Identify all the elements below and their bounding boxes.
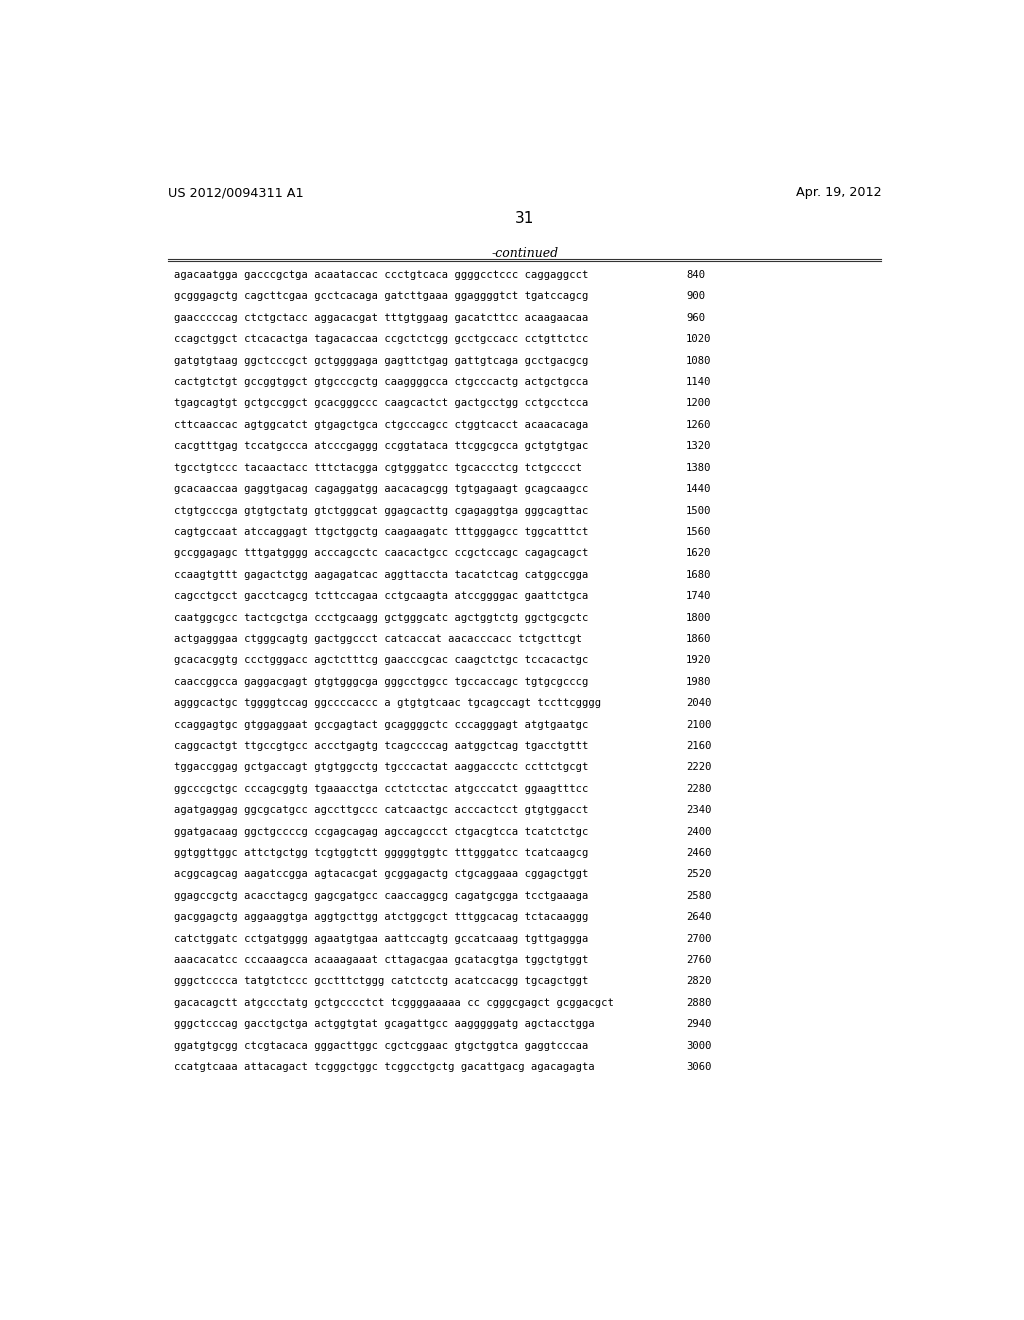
Text: ccaagtgttt gagactctgg aagagatcac aggttaccta tacatctcag catggccgga: ccaagtgttt gagactctgg aagagatcac aggttac… (174, 570, 589, 579)
Text: cagcctgcct gacctcagcg tcttccagaa cctgcaagta atccggggac gaattctgca: cagcctgcct gacctcagcg tcttccagaa cctgcaa… (174, 591, 589, 601)
Text: gacacagctt atgccctatg gctgcccctct tcggggaaaaa cc cgggcgagct gcggacgct: gacacagctt atgccctatg gctgcccctct tcgggg… (174, 998, 614, 1008)
Text: catctggatc cctgatgggg agaatgtgaa aattccagtg gccatcaaag tgttgaggga: catctggatc cctgatgggg agaatgtgaa aattcca… (174, 933, 589, 944)
Text: 1440: 1440 (686, 484, 712, 494)
Text: 1920: 1920 (686, 655, 712, 665)
Text: gggctcccag gacctgctga actggtgtat gcagattgcc aagggggatg agctacctgga: gggctcccag gacctgctga actggtgtat gcagatt… (174, 1019, 595, 1030)
Text: agacaatgga gacccgctga acaataccac ccctgtcaca ggggcctccc caggaggcct: agacaatgga gacccgctga acaataccac ccctgtc… (174, 271, 589, 280)
Text: 1140: 1140 (686, 378, 712, 387)
Text: ggtggttggc attctgctgg tcgtggtctt gggggtggtc tttgggatcc tcatcaagcg: ggtggttggc attctgctgg tcgtggtctt gggggtg… (174, 847, 589, 858)
Text: ggcccgctgc cccagcggtg tgaaacctga cctctcctac atgcccatct ggaagtttcc: ggcccgctgc cccagcggtg tgaaacctga cctctcc… (174, 784, 589, 793)
Text: 1200: 1200 (686, 399, 712, 408)
Text: gatgtgtaag ggctcccgct gctggggaga gagttctgag gattgtcaga gcctgacgcg: gatgtgtaag ggctcccgct gctggggaga gagttct… (174, 355, 589, 366)
Text: ccagctggct ctcacactga tagacaccaa ccgctctcgg gcctgccacc cctgttctcc: ccagctggct ctcacactga tagacaccaa ccgctct… (174, 334, 589, 345)
Text: agatgaggag ggcgcatgcc agccttgccc catcaactgc acccactcct gtgtggacct: agatgaggag ggcgcatgcc agccttgccc catcaac… (174, 805, 589, 816)
Text: 1560: 1560 (686, 527, 712, 537)
Text: 2160: 2160 (686, 741, 712, 751)
Text: 3000: 3000 (686, 1040, 712, 1051)
Text: 31: 31 (515, 211, 535, 226)
Text: cttcaaccac agtggcatct gtgagctgca ctgcccagcc ctggtcacct acaacacaga: cttcaaccac agtggcatct gtgagctgca ctgccca… (174, 420, 589, 430)
Text: 2700: 2700 (686, 933, 712, 944)
Text: 2340: 2340 (686, 805, 712, 816)
Text: aaacacatcc cccaaagcca acaaagaaat cttagacgaa gcatacgtga tggctgtggt: aaacacatcc cccaaagcca acaaagaaat cttagac… (174, 956, 589, 965)
Text: caggcactgt ttgccgtgcc accctgagtg tcagccccag aatggctcag tgacctgttt: caggcactgt ttgccgtgcc accctgagtg tcagccc… (174, 741, 589, 751)
Text: 2100: 2100 (686, 719, 712, 730)
Text: 2400: 2400 (686, 826, 712, 837)
Text: gcacacggtg ccctgggacc agctctttcg gaacccgcac caagctctgc tccacactgc: gcacacggtg ccctgggacc agctctttcg gaacccg… (174, 655, 589, 665)
Text: cactgtctgt gccggtggct gtgcccgctg caaggggcca ctgcccactg actgctgcca: cactgtctgt gccggtggct gtgcccgctg caagggg… (174, 378, 589, 387)
Text: 1260: 1260 (686, 420, 712, 430)
Text: gcacaaccaa gaggtgacag cagaggatgg aacacagcgg tgtgagaagt gcagcaagcc: gcacaaccaa gaggtgacag cagaggatgg aacacag… (174, 484, 589, 494)
Text: 1800: 1800 (686, 612, 712, 623)
Text: 1680: 1680 (686, 570, 712, 579)
Text: ctgtgcccga gtgtgctatg gtctgggcat ggagcacttg cgagaggtga gggcagttac: ctgtgcccga gtgtgctatg gtctgggcat ggagcac… (174, 506, 589, 516)
Text: gggctcccca tatgtctccc gcctttctggg catctcctg acatccacgg tgcagctggt: gggctcccca tatgtctccc gcctttctggg catctc… (174, 977, 589, 986)
Text: ggagccgctg acacctagcg gagcgatgcc caaccaggcg cagatgcgga tcctgaaaga: ggagccgctg acacctagcg gagcgatgcc caaccag… (174, 891, 589, 900)
Text: US 2012/0094311 A1: US 2012/0094311 A1 (168, 186, 304, 199)
Text: 2820: 2820 (686, 977, 712, 986)
Text: 1620: 1620 (686, 548, 712, 558)
Text: cacgtttgag tccatgccca atcccgaggg ccggtataca ttcggcgcca gctgtgtgac: cacgtttgag tccatgccca atcccgaggg ccggtat… (174, 441, 589, 451)
Text: agggcactgc tggggtccag ggccccaccc a gtgtgtcaac tgcagccagt tccttcgggg: agggcactgc tggggtccag ggccccaccc a gtgtg… (174, 698, 602, 708)
Text: 2220: 2220 (686, 763, 712, 772)
Text: 1380: 1380 (686, 463, 712, 473)
Text: ggatgtgcgg ctcgtacaca gggacttggc cgctcggaac gtgctggtca gaggtcccaa: ggatgtgcgg ctcgtacaca gggacttggc cgctcgg… (174, 1040, 589, 1051)
Text: 1740: 1740 (686, 591, 712, 601)
Text: 1020: 1020 (686, 334, 712, 345)
Text: actgagggaa ctgggcagtg gactggccct catcaccat aacacccacc tctgcttcgt: actgagggaa ctgggcagtg gactggccct catcacc… (174, 634, 583, 644)
Text: acggcagcag aagatccgga agtacacgat gcggagactg ctgcaggaaa cggagctggt: acggcagcag aagatccgga agtacacgat gcggaga… (174, 870, 589, 879)
Text: 3060: 3060 (686, 1063, 712, 1072)
Text: 2460: 2460 (686, 847, 712, 858)
Text: 2520: 2520 (686, 870, 712, 879)
Text: gccggagagc tttgatgggg acccagcctc caacactgcc ccgctccagc cagagcagct: gccggagagc tttgatgggg acccagcctc caacact… (174, 548, 589, 558)
Text: 840: 840 (686, 271, 706, 280)
Text: ccaggagtgc gtggaggaat gccgagtact gcaggggctc cccagggagt atgtgaatgc: ccaggagtgc gtggaggaat gccgagtact gcagggg… (174, 719, 589, 730)
Text: 2760: 2760 (686, 956, 712, 965)
Text: 1860: 1860 (686, 634, 712, 644)
Text: 1980: 1980 (686, 677, 712, 686)
Text: caatggcgcc tactcgctga ccctgcaagg gctgggcatc agctggtctg ggctgcgctc: caatggcgcc tactcgctga ccctgcaagg gctgggc… (174, 612, 589, 623)
Text: 2640: 2640 (686, 912, 712, 923)
Text: ccatgtcaaa attacagact tcgggctggc tcggcctgctg gacattgacg agacagagta: ccatgtcaaa attacagact tcgggctggc tcggcct… (174, 1063, 595, 1072)
Text: caaccggcca gaggacgagt gtgtgggcga gggcctggcc tgccaccagc tgtgcgcccg: caaccggcca gaggacgagt gtgtgggcga gggcctg… (174, 677, 589, 686)
Text: 2040: 2040 (686, 698, 712, 708)
Text: gaacccccag ctctgctacc aggacacgat tttgtggaag gacatcttcc acaagaacaa: gaacccccag ctctgctacc aggacacgat tttgtgg… (174, 313, 589, 323)
Text: 1080: 1080 (686, 355, 712, 366)
Text: gacggagctg aggaaggtga aggtgcttgg atctggcgct tttggcacag tctacaaggg: gacggagctg aggaaggtga aggtgcttgg atctggc… (174, 912, 589, 923)
Text: 960: 960 (686, 313, 706, 323)
Text: 1320: 1320 (686, 441, 712, 451)
Text: tgcctgtccc tacaactacc tttctacgga cgtgggatcc tgcaccctcg tctgcccct: tgcctgtccc tacaactacc tttctacgga cgtggga… (174, 463, 583, 473)
Text: tggaccggag gctgaccagt gtgtggcctg tgcccactat aaggaccctc ccttctgcgt: tggaccggag gctgaccagt gtgtggcctg tgcccac… (174, 763, 589, 772)
Text: 2880: 2880 (686, 998, 712, 1008)
Text: ggatgacaag ggctgccccg ccgagcagag agccagccct ctgacgtcca tcatctctgc: ggatgacaag ggctgccccg ccgagcagag agccagc… (174, 826, 589, 837)
Text: 2280: 2280 (686, 784, 712, 793)
Text: 2580: 2580 (686, 891, 712, 900)
Text: tgagcagtgt gctgccggct gcacgggccc caagcactct gactgcctgg cctgcctcca: tgagcagtgt gctgccggct gcacgggccc caagcac… (174, 399, 589, 408)
Text: Apr. 19, 2012: Apr. 19, 2012 (796, 186, 882, 199)
Text: 1500: 1500 (686, 506, 712, 516)
Text: 2940: 2940 (686, 1019, 712, 1030)
Text: cagtgccaat atccaggagt ttgctggctg caagaagatc tttgggagcc tggcatttct: cagtgccaat atccaggagt ttgctggctg caagaag… (174, 527, 589, 537)
Text: 900: 900 (686, 292, 706, 301)
Text: gcgggagctg cagcttcgaa gcctcacaga gatcttgaaa ggaggggtct tgatccagcg: gcgggagctg cagcttcgaa gcctcacaga gatcttg… (174, 292, 589, 301)
Text: -continued: -continued (492, 247, 558, 260)
